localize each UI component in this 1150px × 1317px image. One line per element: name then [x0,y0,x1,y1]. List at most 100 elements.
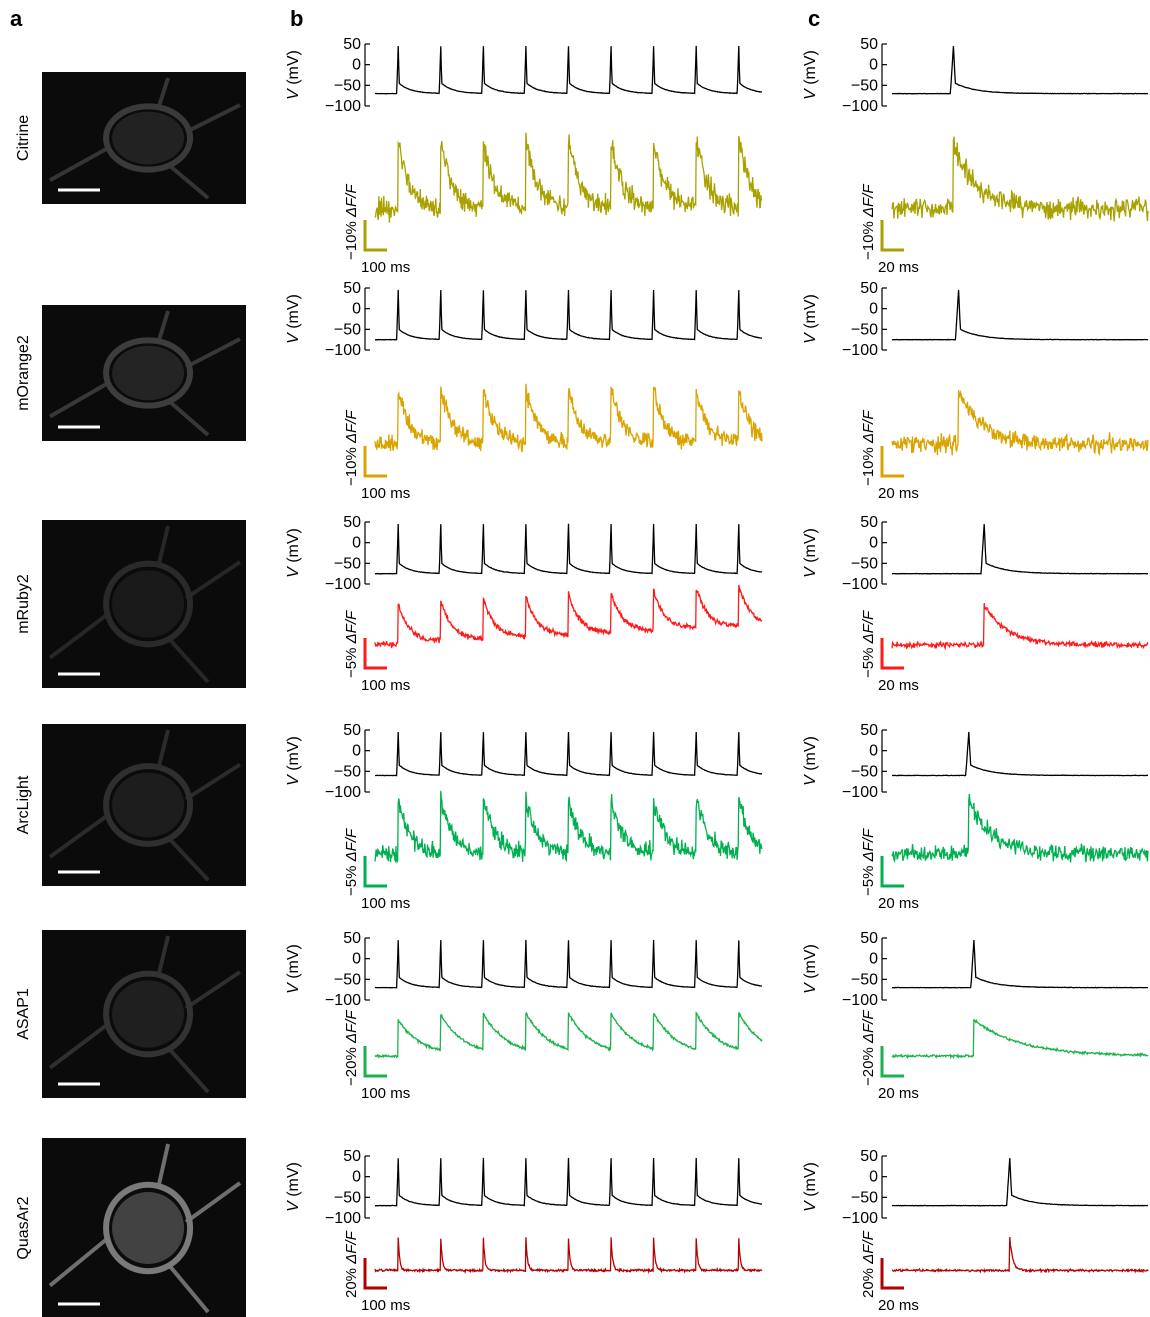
df-scale-label: −5% ΔF/F [343,828,360,896]
voltage-axis-label: V (mV) [802,944,819,994]
voltage-tick: 50 [343,514,361,531]
voltage-trace-c [891,1158,1149,1207]
time-scale-label: 20 ms [878,485,919,502]
voltage-tick: 0 [869,1169,878,1186]
fluor-scale-bar [363,1258,387,1290]
voltage-tick: −50 [851,321,878,338]
fluorescence-trace-c [891,1018,1149,1060]
voltage-trace-b [374,939,763,989]
fluorescence-trace-c [891,603,1149,651]
voltage-axis-b: 50 0 −50 −100 V (mV) [285,722,370,801]
df-scale-label: −10% ΔF/F [860,410,877,486]
fluorescence-trace-b [374,383,763,453]
voltage-tick: 0 [869,535,878,552]
voltage-tick: −50 [334,1189,361,1206]
voltage-tick: −50 [334,971,361,988]
voltage-axis-b: 50 0 −50 −100 V (mV) [285,1148,370,1227]
voltage-tick: 50 [860,36,878,53]
fluorescence-trace-c [891,1236,1149,1274]
voltage-tick: −50 [851,555,878,572]
voltage-tick: 0 [352,951,361,968]
voltage-tick: −100 [842,342,878,359]
neuron-image [42,72,246,204]
time-scale-label: 20 ms [878,259,919,276]
voltage-tick: −100 [842,992,878,1009]
panel-label-c: c [808,6,820,31]
time-scale-label: 20 ms [878,1085,919,1102]
fluor-scale-bar [880,220,904,252]
voltage-tick: −100 [842,576,878,593]
voltage-tick: −50 [851,763,878,780]
voltage-trace-b [374,523,763,575]
time-scale-label: 100 ms [361,677,410,694]
fluor-scale-bar [880,856,904,888]
fluorescence-trace-b [374,132,763,223]
fluorescence-trace-c [891,793,1149,864]
voltage-trace-b [374,45,763,95]
df-scale-label: 20% ΔF/F [860,1230,877,1298]
neuron-image [42,1138,246,1317]
voltage-tick: 50 [343,930,361,947]
voltage-trace-b [375,731,763,777]
df-scale-label: −5% ΔF/F [860,610,877,678]
neuron-image [42,724,246,886]
fluorescence-trace-b [374,790,763,864]
voltage-trace-c [891,524,1148,575]
voltage-tick: −50 [851,971,878,988]
voltage-axis-label: V (mV) [802,50,819,100]
voltage-axis-c: 50 0 −50 −100 V (mV) [802,36,887,115]
voltage-tick: −50 [851,77,878,94]
voltage-tick: 50 [343,722,361,739]
voltage-axis-b: 50 0 −50 −100 V (mV) [285,514,370,593]
voltage-tick: 0 [352,535,361,552]
voltage-axis-c: 50 0 −50 −100 V (mV) [802,930,887,1009]
voltage-tick: 0 [352,743,361,760]
construct-label: mOrange2 [15,335,32,411]
fluor-scale-bar [880,1258,904,1290]
voltage-trace-b [375,1157,763,1207]
voltage-tick: 0 [869,743,878,760]
construct-label: ASAP1 [15,988,32,1040]
fluorescence-trace-b [374,1011,763,1059]
voltage-trace-c [891,289,1149,341]
time-scale-label: 100 ms [361,1297,410,1314]
df-scale-label: −10% ΔF/F [343,184,360,260]
voltage-tick: 50 [860,514,878,531]
time-scale-label: 20 ms [878,1297,919,1314]
voltage-axis-label: V (mV) [285,736,302,786]
time-scale-label: 100 ms [361,1085,410,1102]
df-scale-label: −10% ΔF/F [343,410,360,486]
voltage-tick: 50 [343,280,361,297]
voltage-tick: 0 [869,57,878,74]
voltage-tick: 50 [343,36,361,53]
construct-label: QuasAr2 [15,1196,32,1259]
voltage-tick: −100 [325,784,361,801]
voltage-tick: 50 [860,930,878,947]
voltage-tick: −100 [842,98,878,115]
voltage-tick: 50 [860,1148,878,1165]
voltage-tick: 50 [343,1148,361,1165]
voltage-axis-label: V (mV) [802,736,819,786]
voltage-axis-label: V (mV) [285,1162,302,1212]
df-scale-label: −10% ΔF/F [860,184,877,260]
neuron-image [42,930,246,1098]
voltage-tick: −100 [842,784,878,801]
voltage-trace-c [891,45,1149,95]
voltage-tick: 0 [352,301,361,318]
construct-label: Citrine [15,115,32,161]
construct-label: ArcLight [15,775,32,834]
voltage-tick: −100 [325,992,361,1009]
fluor-scale-bar [880,638,904,670]
time-scale-label: 100 ms [361,485,410,502]
panel-label-b: b [290,6,303,31]
voltage-tick: 0 [869,951,878,968]
df-scale-label: −5% ΔF/F [860,828,877,896]
voltage-axis-c: 50 0 −50 −100 V (mV) [802,722,887,801]
voltage-axis-c: 50 0 −50 −100 V (mV) [802,1148,887,1227]
